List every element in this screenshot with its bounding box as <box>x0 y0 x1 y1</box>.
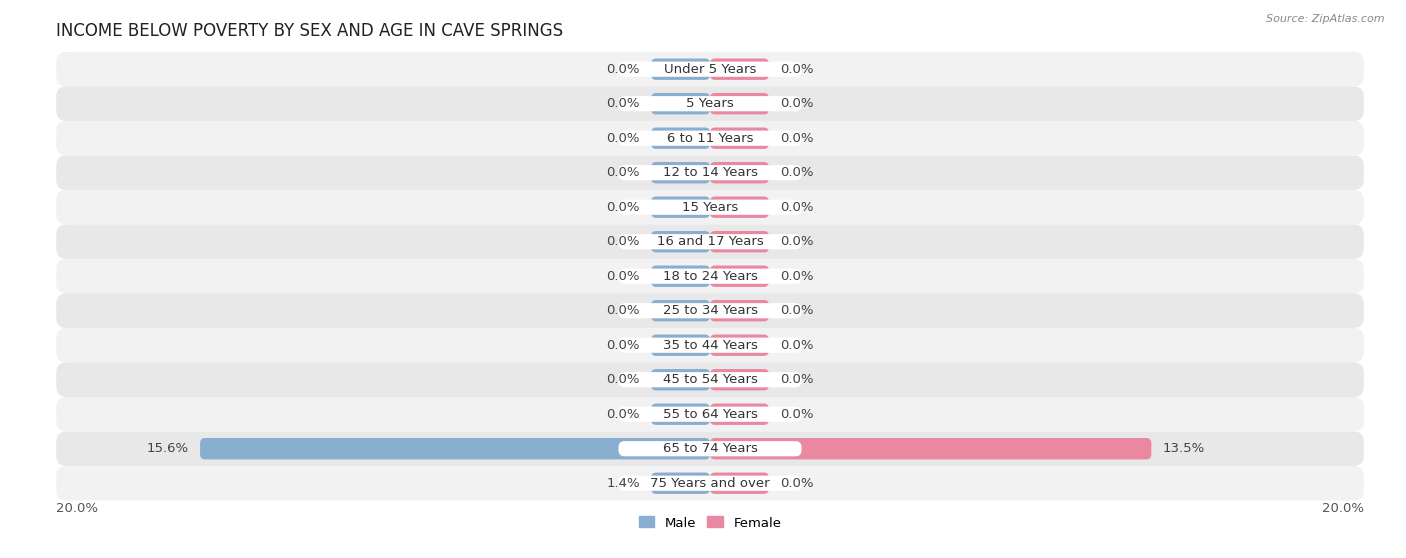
Text: 55 to 64 Years: 55 to 64 Years <box>662 408 758 421</box>
FancyBboxPatch shape <box>651 300 710 321</box>
Legend: Male, Female: Male, Female <box>638 517 782 530</box>
FancyBboxPatch shape <box>56 328 1364 363</box>
FancyBboxPatch shape <box>619 441 801 456</box>
FancyBboxPatch shape <box>56 259 1364 294</box>
Text: 0.0%: 0.0% <box>780 97 814 110</box>
Text: 0.0%: 0.0% <box>606 339 640 352</box>
FancyBboxPatch shape <box>710 93 769 114</box>
Text: 0.0%: 0.0% <box>780 270 814 283</box>
Text: 0.0%: 0.0% <box>780 373 814 386</box>
Text: 65 to 74 Years: 65 to 74 Years <box>662 442 758 455</box>
Text: 0.0%: 0.0% <box>780 166 814 179</box>
FancyBboxPatch shape <box>710 128 769 149</box>
Text: 75 Years and over: 75 Years and over <box>650 477 770 490</box>
FancyBboxPatch shape <box>56 363 1364 397</box>
FancyBboxPatch shape <box>710 196 769 218</box>
FancyBboxPatch shape <box>710 334 769 356</box>
FancyBboxPatch shape <box>619 165 801 180</box>
FancyBboxPatch shape <box>619 96 801 111</box>
FancyBboxPatch shape <box>619 268 801 284</box>
FancyBboxPatch shape <box>619 131 801 146</box>
Text: 25 to 34 Years: 25 to 34 Years <box>662 304 758 317</box>
FancyBboxPatch shape <box>651 473 710 494</box>
FancyBboxPatch shape <box>710 403 769 425</box>
FancyBboxPatch shape <box>710 300 769 321</box>
Text: 0.0%: 0.0% <box>780 201 814 214</box>
Text: 13.5%: 13.5% <box>1163 442 1205 455</box>
FancyBboxPatch shape <box>56 86 1364 121</box>
FancyBboxPatch shape <box>56 121 1364 156</box>
Text: 1.4%: 1.4% <box>606 477 640 490</box>
Text: 0.0%: 0.0% <box>780 132 814 145</box>
FancyBboxPatch shape <box>651 59 710 80</box>
FancyBboxPatch shape <box>56 156 1364 190</box>
Text: 0.0%: 0.0% <box>606 408 640 421</box>
Text: 0.0%: 0.0% <box>606 304 640 317</box>
FancyBboxPatch shape <box>619 407 801 422</box>
FancyBboxPatch shape <box>56 52 1364 86</box>
FancyBboxPatch shape <box>651 403 710 425</box>
Text: 5 Years: 5 Years <box>686 97 734 110</box>
FancyBboxPatch shape <box>619 338 801 353</box>
FancyBboxPatch shape <box>619 200 801 215</box>
Text: 0.0%: 0.0% <box>606 62 640 76</box>
FancyBboxPatch shape <box>651 128 710 149</box>
FancyBboxPatch shape <box>619 234 801 249</box>
Text: 35 to 44 Years: 35 to 44 Years <box>662 339 758 352</box>
Text: 20.0%: 20.0% <box>56 502 98 515</box>
Text: 0.0%: 0.0% <box>606 201 640 214</box>
FancyBboxPatch shape <box>651 266 710 287</box>
Text: 0.0%: 0.0% <box>606 270 640 283</box>
Text: 0.0%: 0.0% <box>606 132 640 145</box>
FancyBboxPatch shape <box>651 196 710 218</box>
FancyBboxPatch shape <box>710 266 769 287</box>
FancyBboxPatch shape <box>56 431 1364 466</box>
Text: 0.0%: 0.0% <box>780 408 814 421</box>
FancyBboxPatch shape <box>710 473 769 494</box>
FancyBboxPatch shape <box>710 162 769 184</box>
Text: 0.0%: 0.0% <box>780 477 814 490</box>
Text: Under 5 Years: Under 5 Years <box>664 62 756 76</box>
Text: INCOME BELOW POVERTY BY SEX AND AGE IN CAVE SPRINGS: INCOME BELOW POVERTY BY SEX AND AGE IN C… <box>56 22 564 40</box>
FancyBboxPatch shape <box>619 61 801 77</box>
Text: 16 and 17 Years: 16 and 17 Years <box>657 235 763 248</box>
Text: 12 to 14 Years: 12 to 14 Years <box>662 166 758 179</box>
Text: 0.0%: 0.0% <box>780 62 814 76</box>
Text: 15.6%: 15.6% <box>146 442 188 455</box>
FancyBboxPatch shape <box>619 372 801 387</box>
FancyBboxPatch shape <box>710 369 769 391</box>
FancyBboxPatch shape <box>56 294 1364 328</box>
FancyBboxPatch shape <box>619 303 801 318</box>
Text: 45 to 54 Years: 45 to 54 Years <box>662 373 758 386</box>
Text: 0.0%: 0.0% <box>606 166 640 179</box>
FancyBboxPatch shape <box>710 59 769 80</box>
Text: 0.0%: 0.0% <box>606 373 640 386</box>
FancyBboxPatch shape <box>56 224 1364 259</box>
FancyBboxPatch shape <box>651 162 710 184</box>
FancyBboxPatch shape <box>651 369 710 391</box>
FancyBboxPatch shape <box>56 397 1364 431</box>
Text: Source: ZipAtlas.com: Source: ZipAtlas.com <box>1267 14 1385 24</box>
FancyBboxPatch shape <box>200 438 710 459</box>
Text: 15 Years: 15 Years <box>682 201 738 214</box>
Text: 0.0%: 0.0% <box>780 304 814 317</box>
Text: 0.0%: 0.0% <box>780 235 814 248</box>
FancyBboxPatch shape <box>710 438 1152 459</box>
FancyBboxPatch shape <box>56 466 1364 501</box>
Text: 0.0%: 0.0% <box>780 339 814 352</box>
FancyBboxPatch shape <box>619 475 801 491</box>
FancyBboxPatch shape <box>651 93 710 114</box>
Text: 0.0%: 0.0% <box>606 235 640 248</box>
Text: 20.0%: 20.0% <box>1322 502 1364 515</box>
FancyBboxPatch shape <box>651 231 710 252</box>
FancyBboxPatch shape <box>651 334 710 356</box>
FancyBboxPatch shape <box>710 231 769 252</box>
Text: 18 to 24 Years: 18 to 24 Years <box>662 270 758 283</box>
Text: 6 to 11 Years: 6 to 11 Years <box>666 132 754 145</box>
FancyBboxPatch shape <box>56 190 1364 224</box>
Text: 0.0%: 0.0% <box>606 97 640 110</box>
